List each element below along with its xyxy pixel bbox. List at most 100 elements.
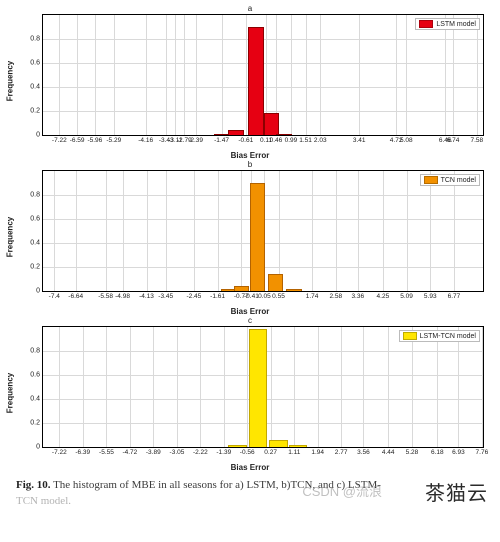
x-tick-label: 0.46 bbox=[270, 135, 283, 144]
histogram-bar bbox=[276, 134, 292, 135]
histogram-bar bbox=[268, 274, 284, 291]
y-tick-label: 0.6 bbox=[30, 216, 43, 223]
x-tick-label: -6.39 bbox=[75, 447, 90, 456]
histogram-bar bbox=[228, 445, 246, 447]
x-tick-label: -3.89 bbox=[146, 447, 161, 456]
x-axis-label: Bias Error bbox=[231, 307, 270, 316]
x-tick-label: 5.93 bbox=[424, 291, 437, 300]
x-tick-label: -0.61 bbox=[238, 135, 253, 144]
x-tick-label: 2.58 bbox=[329, 291, 342, 300]
caption-figlabel: Fig. 10. bbox=[16, 479, 51, 491]
x-tick-label: -4.98 bbox=[115, 291, 130, 300]
x-tick-label: -3.45 bbox=[158, 291, 173, 300]
x-axis-label: Bias Error bbox=[231, 151, 270, 160]
x-tick-label: 7.58 bbox=[470, 135, 483, 144]
x-tick-label: 4.44 bbox=[382, 447, 395, 456]
y-tick-label: 0 bbox=[36, 444, 43, 451]
legend: TCN model bbox=[420, 174, 480, 186]
x-tick-label: 6.18 bbox=[431, 447, 444, 456]
panel-title: c bbox=[248, 316, 252, 325]
x-tick-label: -6.64 bbox=[68, 291, 83, 300]
y-tick-label: 0.6 bbox=[30, 372, 43, 379]
y-tick-label: 0.4 bbox=[30, 84, 43, 91]
x-tick-label: -7.22 bbox=[52, 135, 67, 144]
histogram-bar bbox=[248, 27, 264, 135]
y-tick-label: 0.6 bbox=[30, 60, 43, 67]
x-tick-label: 3.41 bbox=[353, 135, 366, 144]
x-tick-label: 5.28 bbox=[406, 447, 419, 456]
y-axis-label: Frequency bbox=[6, 217, 15, 257]
x-tick-label: 1.94 bbox=[311, 447, 324, 456]
histogram-bar bbox=[228, 130, 244, 135]
plot-area: 00.20.40.60.8-7.22-6.59-5.96-5.29-4.16-3… bbox=[42, 14, 484, 136]
histogram-bar bbox=[234, 286, 250, 291]
x-tick-label: 6.77 bbox=[448, 291, 461, 300]
x-tick-label: -0.56 bbox=[240, 447, 255, 456]
y-tick-label: 0.4 bbox=[30, 396, 43, 403]
x-tick-label: 1.51 bbox=[299, 135, 312, 144]
x-tick-label: 3.56 bbox=[357, 447, 370, 456]
histogram-bar bbox=[250, 183, 266, 291]
legend: LSTM model bbox=[415, 18, 480, 30]
legend-label: TCN model bbox=[441, 177, 476, 184]
x-tick-label: 0.27 bbox=[264, 447, 277, 456]
legend-label: LSTM model bbox=[436, 21, 476, 28]
x-tick-label: 7.76 bbox=[476, 447, 489, 456]
x-tick-label: -2.22 bbox=[193, 447, 208, 456]
histogram-bar bbox=[289, 445, 307, 447]
x-tick-label: -1.61 bbox=[210, 291, 225, 300]
legend: LSTM-TCN model bbox=[399, 330, 480, 342]
x-tick-label: -5.96 bbox=[87, 135, 102, 144]
histogram-bar bbox=[249, 329, 267, 447]
x-tick-label: 6.74 bbox=[447, 135, 460, 144]
x-tick-label: -7.22 bbox=[52, 447, 67, 456]
x-tick-label: -4.16 bbox=[138, 135, 153, 144]
x-tick-label: -2.45 bbox=[186, 291, 201, 300]
x-tick-label: -7.4 bbox=[49, 291, 60, 300]
figure-caption: Fig. 10. The histogram of MBE in all sea… bbox=[16, 478, 484, 510]
x-tick-label: 0.05 bbox=[258, 291, 271, 300]
histogram-bar bbox=[214, 134, 230, 135]
x-tick-label: 2.77 bbox=[335, 447, 348, 456]
legend-label: LSTM-TCN model bbox=[420, 333, 476, 340]
y-tick-label: 0.2 bbox=[30, 420, 43, 427]
x-tick-label: 1.11 bbox=[288, 447, 300, 456]
histogram-bar bbox=[286, 289, 302, 291]
histogram-panel-c: cFrequencyBias Error00.20.40.60.8-7.22-6… bbox=[10, 316, 490, 470]
y-tick-label: 0.8 bbox=[30, 36, 43, 43]
legend-swatch bbox=[419, 20, 433, 28]
histogram-panel-b: bFrequencyBias Error00.20.40.60.8-7.4-6.… bbox=[10, 160, 490, 314]
x-tick-label: 1.74 bbox=[306, 291, 319, 300]
histogram-bar bbox=[269, 440, 287, 447]
x-tick-label: -2.39 bbox=[188, 135, 203, 144]
x-tick-label: 3.36 bbox=[351, 291, 364, 300]
x-tick-label: 5.08 bbox=[400, 135, 413, 144]
y-axis-label: Frequency bbox=[6, 61, 15, 101]
y-tick-label: 0.2 bbox=[30, 264, 43, 271]
x-tick-label: -5.29 bbox=[106, 135, 121, 144]
y-tick-label: 0.4 bbox=[30, 240, 43, 247]
x-tick-label: 4.25 bbox=[377, 291, 390, 300]
x-tick-label: -1.47 bbox=[214, 135, 229, 144]
watermark-chamao: 茶猫云 bbox=[425, 477, 488, 506]
x-tick-label: 2.03 bbox=[314, 135, 327, 144]
plot-area: 00.20.40.60.8-7.22-6.39-5.55-4.72-3.89-3… bbox=[42, 326, 484, 448]
histogram-panel-a: aFrequencyBias Error00.20.40.60.8-7.22-6… bbox=[10, 4, 490, 158]
plot-area: 00.20.40.60.8-7.4-6.64-5.58-4.98-4.13-3.… bbox=[42, 170, 484, 292]
x-tick-label: 0.55 bbox=[272, 291, 285, 300]
x-tick-label: 5.09 bbox=[400, 291, 413, 300]
x-tick-label: -4.72 bbox=[122, 447, 137, 456]
x-tick-label: -1.39 bbox=[216, 447, 231, 456]
x-tick-label: -0.41 bbox=[244, 291, 259, 300]
y-tick-label: 0 bbox=[36, 288, 43, 295]
x-tick-label: -6.59 bbox=[70, 135, 85, 144]
y-axis-label: Frequency bbox=[6, 373, 15, 413]
panel-title: b bbox=[248, 160, 252, 169]
legend-swatch bbox=[424, 176, 438, 184]
y-tick-label: 0.8 bbox=[30, 192, 43, 199]
panel-title: a bbox=[248, 4, 252, 13]
y-tick-label: 0 bbox=[36, 132, 43, 139]
x-tick-label: -3.05 bbox=[170, 447, 185, 456]
y-tick-label: 0.2 bbox=[30, 108, 43, 115]
x-tick-label: -4.13 bbox=[139, 291, 154, 300]
